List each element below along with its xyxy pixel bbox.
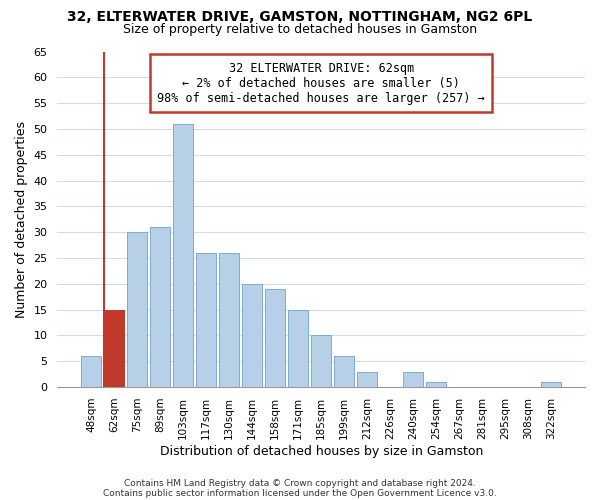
Bar — [311, 336, 331, 387]
Bar — [358, 372, 377, 387]
Text: 32 ELTERWATER DRIVE: 62sqm
← 2% of detached houses are smaller (5)
98% of semi-d: 32 ELTERWATER DRIVE: 62sqm ← 2% of detac… — [157, 62, 485, 104]
Text: 32, ELTERWATER DRIVE, GAMSTON, NOTTINGHAM, NG2 6PL: 32, ELTERWATER DRIVE, GAMSTON, NOTTINGHA… — [67, 10, 533, 24]
Bar — [151, 227, 170, 387]
Bar — [104, 310, 124, 387]
Y-axis label: Number of detached properties: Number of detached properties — [15, 121, 28, 318]
Bar — [403, 372, 423, 387]
Text: Contains public sector information licensed under the Open Government Licence v3: Contains public sector information licen… — [103, 488, 497, 498]
Bar — [196, 253, 216, 387]
Bar — [289, 310, 308, 387]
X-axis label: Distribution of detached houses by size in Gamston: Distribution of detached houses by size … — [160, 444, 483, 458]
Bar — [242, 284, 262, 387]
Text: Size of property relative to detached houses in Gamston: Size of property relative to detached ho… — [123, 22, 477, 36]
Bar — [82, 356, 101, 387]
Bar — [173, 124, 193, 387]
Bar — [427, 382, 446, 387]
Bar — [220, 253, 239, 387]
Bar — [127, 232, 147, 387]
Bar — [265, 289, 285, 387]
Bar — [541, 382, 561, 387]
Bar — [334, 356, 354, 387]
Text: Contains HM Land Registry data © Crown copyright and database right 2024.: Contains HM Land Registry data © Crown c… — [124, 478, 476, 488]
